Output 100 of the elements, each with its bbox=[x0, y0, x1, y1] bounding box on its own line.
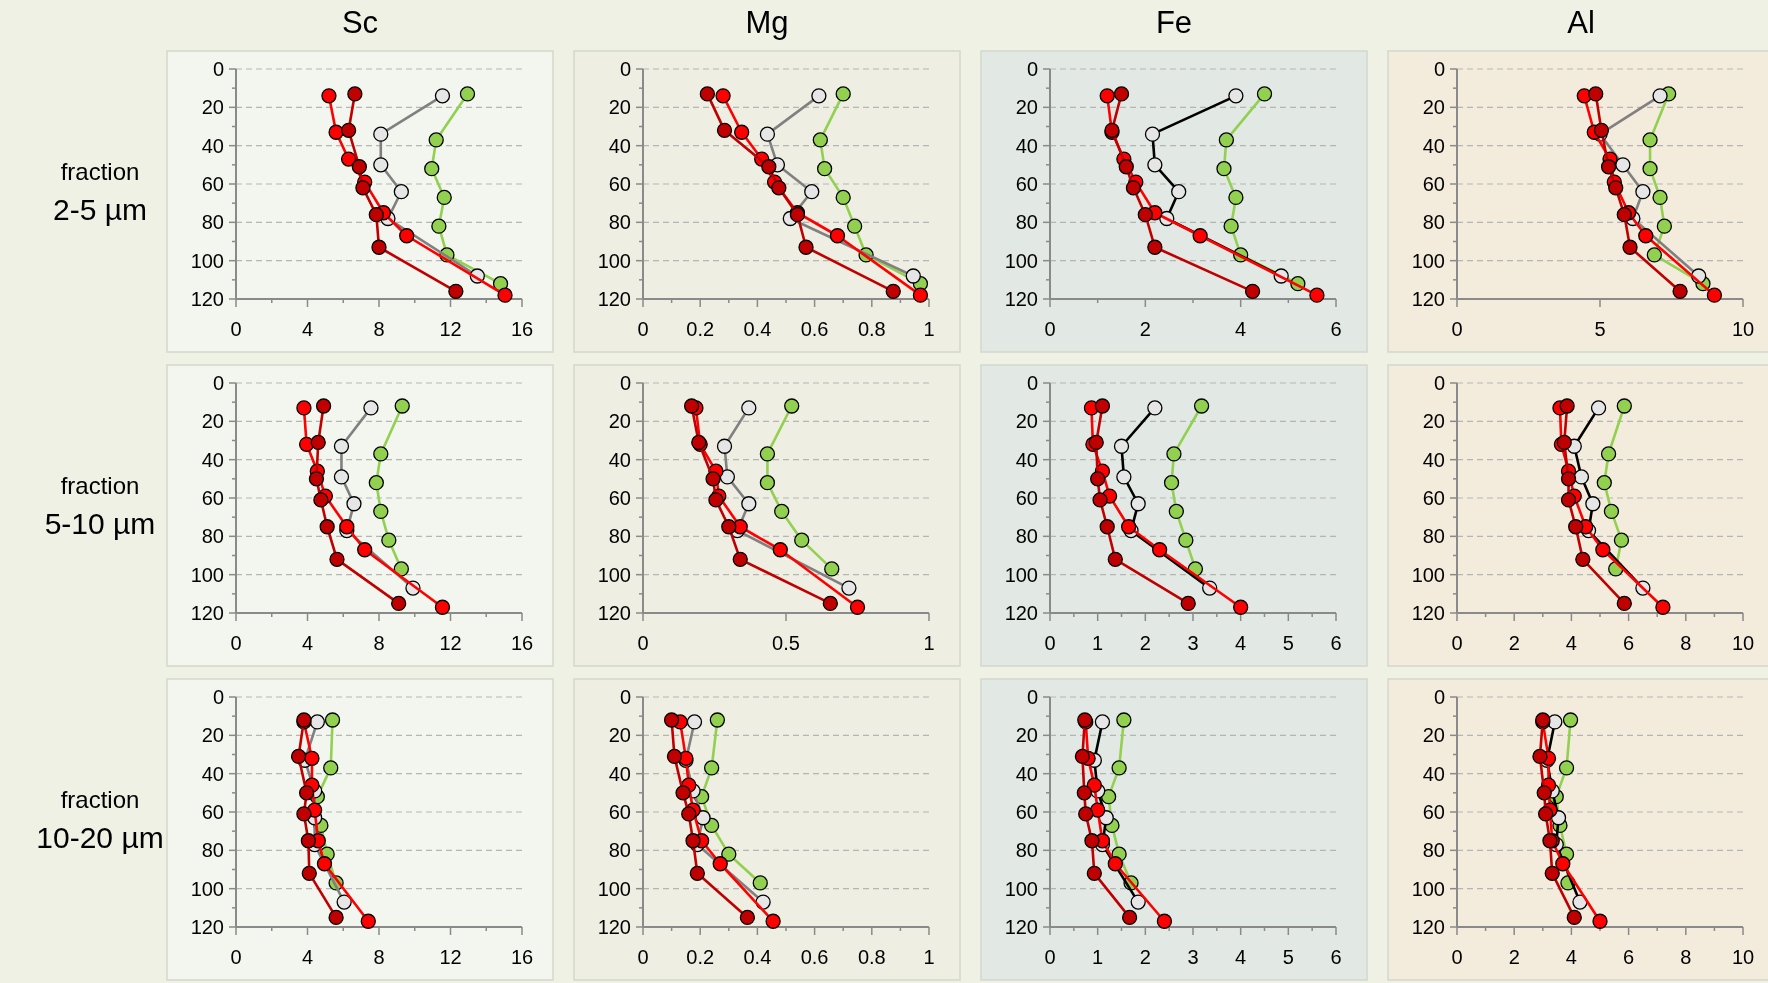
y-tick-label: 120 bbox=[1004, 916, 1038, 938]
x-tick-label: 1 bbox=[923, 632, 935, 654]
x-tick-label: 4 bbox=[301, 318, 314, 340]
x-tick-label: 0 bbox=[230, 946, 242, 968]
y-tick-label: 0 bbox=[619, 372, 631, 394]
x-tick-label: 10 bbox=[1731, 318, 1755, 340]
x-tick-label: 4 bbox=[1235, 318, 1247, 340]
y-tick-label: 0 bbox=[1433, 58, 1445, 80]
y-tick-label: 40 bbox=[608, 762, 631, 785]
y-tick-label: 60 bbox=[1015, 801, 1038, 823]
y-tick-label: 0 bbox=[1433, 372, 1445, 394]
y-tick-label: 120 bbox=[1411, 288, 1445, 310]
y-tick-label: 120 bbox=[190, 602, 224, 624]
y-tick-label: 0 bbox=[212, 372, 224, 394]
chart-title: Al bbox=[1567, 5, 1595, 40]
y-tick-label: 60 bbox=[201, 173, 224, 195]
x-tick-label: 5 bbox=[1282, 632, 1294, 654]
x-tick-label: 12 bbox=[439, 946, 462, 968]
x-tick-label: 0.8 bbox=[857, 946, 886, 968]
x-tick-label: 0 bbox=[637, 632, 649, 654]
y-tick-label: 120 bbox=[1411, 602, 1445, 624]
y-axis-title: fraction 5-10 µm bbox=[44, 471, 156, 540]
y-tick-label: 0 bbox=[619, 686, 631, 708]
x-tick-label: 4 bbox=[1235, 632, 1247, 654]
x-tick-label: 0 bbox=[637, 946, 649, 968]
y-tick-label: 80 bbox=[1015, 211, 1038, 234]
x-tick-label: 10 bbox=[1731, 946, 1755, 968]
y-tick-label: 100 bbox=[190, 249, 224, 272]
y-tick-label: 40 bbox=[1015, 134, 1038, 157]
x-tick-label: 6 bbox=[1330, 318, 1342, 340]
y-tick-label: 100 bbox=[597, 249, 631, 272]
y-tick-label: 20 bbox=[608, 724, 631, 747]
y-tick-label: 60 bbox=[1422, 801, 1445, 823]
y-tick-label: 60 bbox=[608, 801, 631, 823]
y-tick-label: 80 bbox=[608, 211, 631, 234]
y-tick-label: 100 bbox=[1411, 877, 1445, 900]
y-tick-label: 0 bbox=[212, 686, 224, 708]
y-tick-label: 120 bbox=[597, 916, 631, 938]
x-tick-label: 0.4 bbox=[743, 318, 772, 340]
x-tick-label: 2 bbox=[1139, 318, 1151, 340]
x-tick-label: 8 bbox=[373, 632, 385, 654]
y-tick-label: 100 bbox=[597, 877, 631, 900]
x-tick-label: 1 bbox=[923, 318, 935, 340]
x-tick-label: 8 bbox=[373, 318, 385, 340]
x-tick-label: 16 bbox=[510, 946, 534, 968]
x-tick-label: 2 bbox=[1139, 946, 1151, 968]
x-tick-label: 2 bbox=[1508, 946, 1520, 968]
x-tick-label: 16 bbox=[510, 318, 534, 340]
y-tick-label: 20 bbox=[1015, 410, 1038, 433]
y-tick-label: 80 bbox=[201, 525, 224, 548]
x-tick-label: 6 bbox=[1623, 946, 1635, 968]
y-tick-label: 0 bbox=[1026, 58, 1038, 80]
y-tick-label: 60 bbox=[1015, 487, 1038, 509]
x-tick-label: 16 bbox=[510, 632, 534, 654]
x-tick-label: 0 bbox=[637, 318, 649, 340]
y-tick-label: 40 bbox=[1422, 762, 1445, 785]
y-tick-label: 80 bbox=[1422, 839, 1445, 862]
x-tick-label: 5 bbox=[1594, 318, 1606, 340]
y-tick-label: 0 bbox=[619, 58, 631, 80]
y-axis-title: fraction 2-5 µm bbox=[53, 157, 147, 226]
x-tick-label: 4 bbox=[1235, 946, 1247, 968]
x-tick-label: 3 bbox=[1187, 632, 1199, 654]
x-tick-label: 6 bbox=[1623, 632, 1635, 654]
x-tick-label: 0.5 bbox=[772, 632, 800, 654]
y-tick-label: 20 bbox=[1422, 724, 1445, 747]
chart-title: Sc bbox=[341, 5, 379, 40]
y-tick-label: 20 bbox=[608, 410, 631, 433]
x-tick-label: 12 bbox=[439, 318, 462, 340]
y-tick-label: 80 bbox=[1015, 525, 1038, 548]
y-tick-label: 100 bbox=[597, 563, 631, 586]
x-tick-label: 0.6 bbox=[800, 318, 829, 340]
y-tick-label: 40 bbox=[1422, 448, 1445, 471]
x-tick-label: 0.8 bbox=[857, 318, 886, 340]
y-tick-label: 80 bbox=[608, 839, 631, 862]
y-tick-label: 120 bbox=[597, 602, 631, 624]
y-tick-label: 0 bbox=[1026, 372, 1038, 394]
x-tick-label: 3 bbox=[1187, 946, 1199, 968]
y-tick-label: 80 bbox=[201, 839, 224, 862]
x-tick-label: 2 bbox=[1139, 632, 1151, 654]
y-tick-label: 40 bbox=[201, 762, 224, 785]
chart-title: Mg bbox=[745, 5, 789, 40]
y-tick-label: 80 bbox=[1015, 839, 1038, 862]
x-tick-label: 6 bbox=[1330, 632, 1342, 654]
y-tick-label: 100 bbox=[1004, 249, 1038, 272]
y-tick-label: 120 bbox=[1004, 602, 1038, 624]
y-tick-label: 60 bbox=[1422, 173, 1445, 195]
y-tick-label: 20 bbox=[1015, 724, 1038, 747]
y-axis-title: fraction 10-20 µm bbox=[36, 785, 164, 854]
y-tick-label: 100 bbox=[1004, 877, 1038, 900]
y-tick-label: 20 bbox=[1015, 96, 1038, 119]
y-tick-label: 20 bbox=[201, 96, 224, 119]
y-tick-label: 80 bbox=[1422, 525, 1445, 548]
y-tick-label: 40 bbox=[1015, 762, 1038, 785]
x-tick-label: 0 bbox=[1044, 632, 1056, 654]
x-tick-label: 8 bbox=[373, 946, 385, 968]
x-tick-label: 8 bbox=[1680, 632, 1692, 654]
y-tick-label: 60 bbox=[201, 487, 224, 509]
x-tick-label: 8 bbox=[1680, 946, 1692, 968]
y-tick-label: 120 bbox=[1004, 288, 1038, 310]
y-tick-label: 60 bbox=[1422, 487, 1445, 509]
